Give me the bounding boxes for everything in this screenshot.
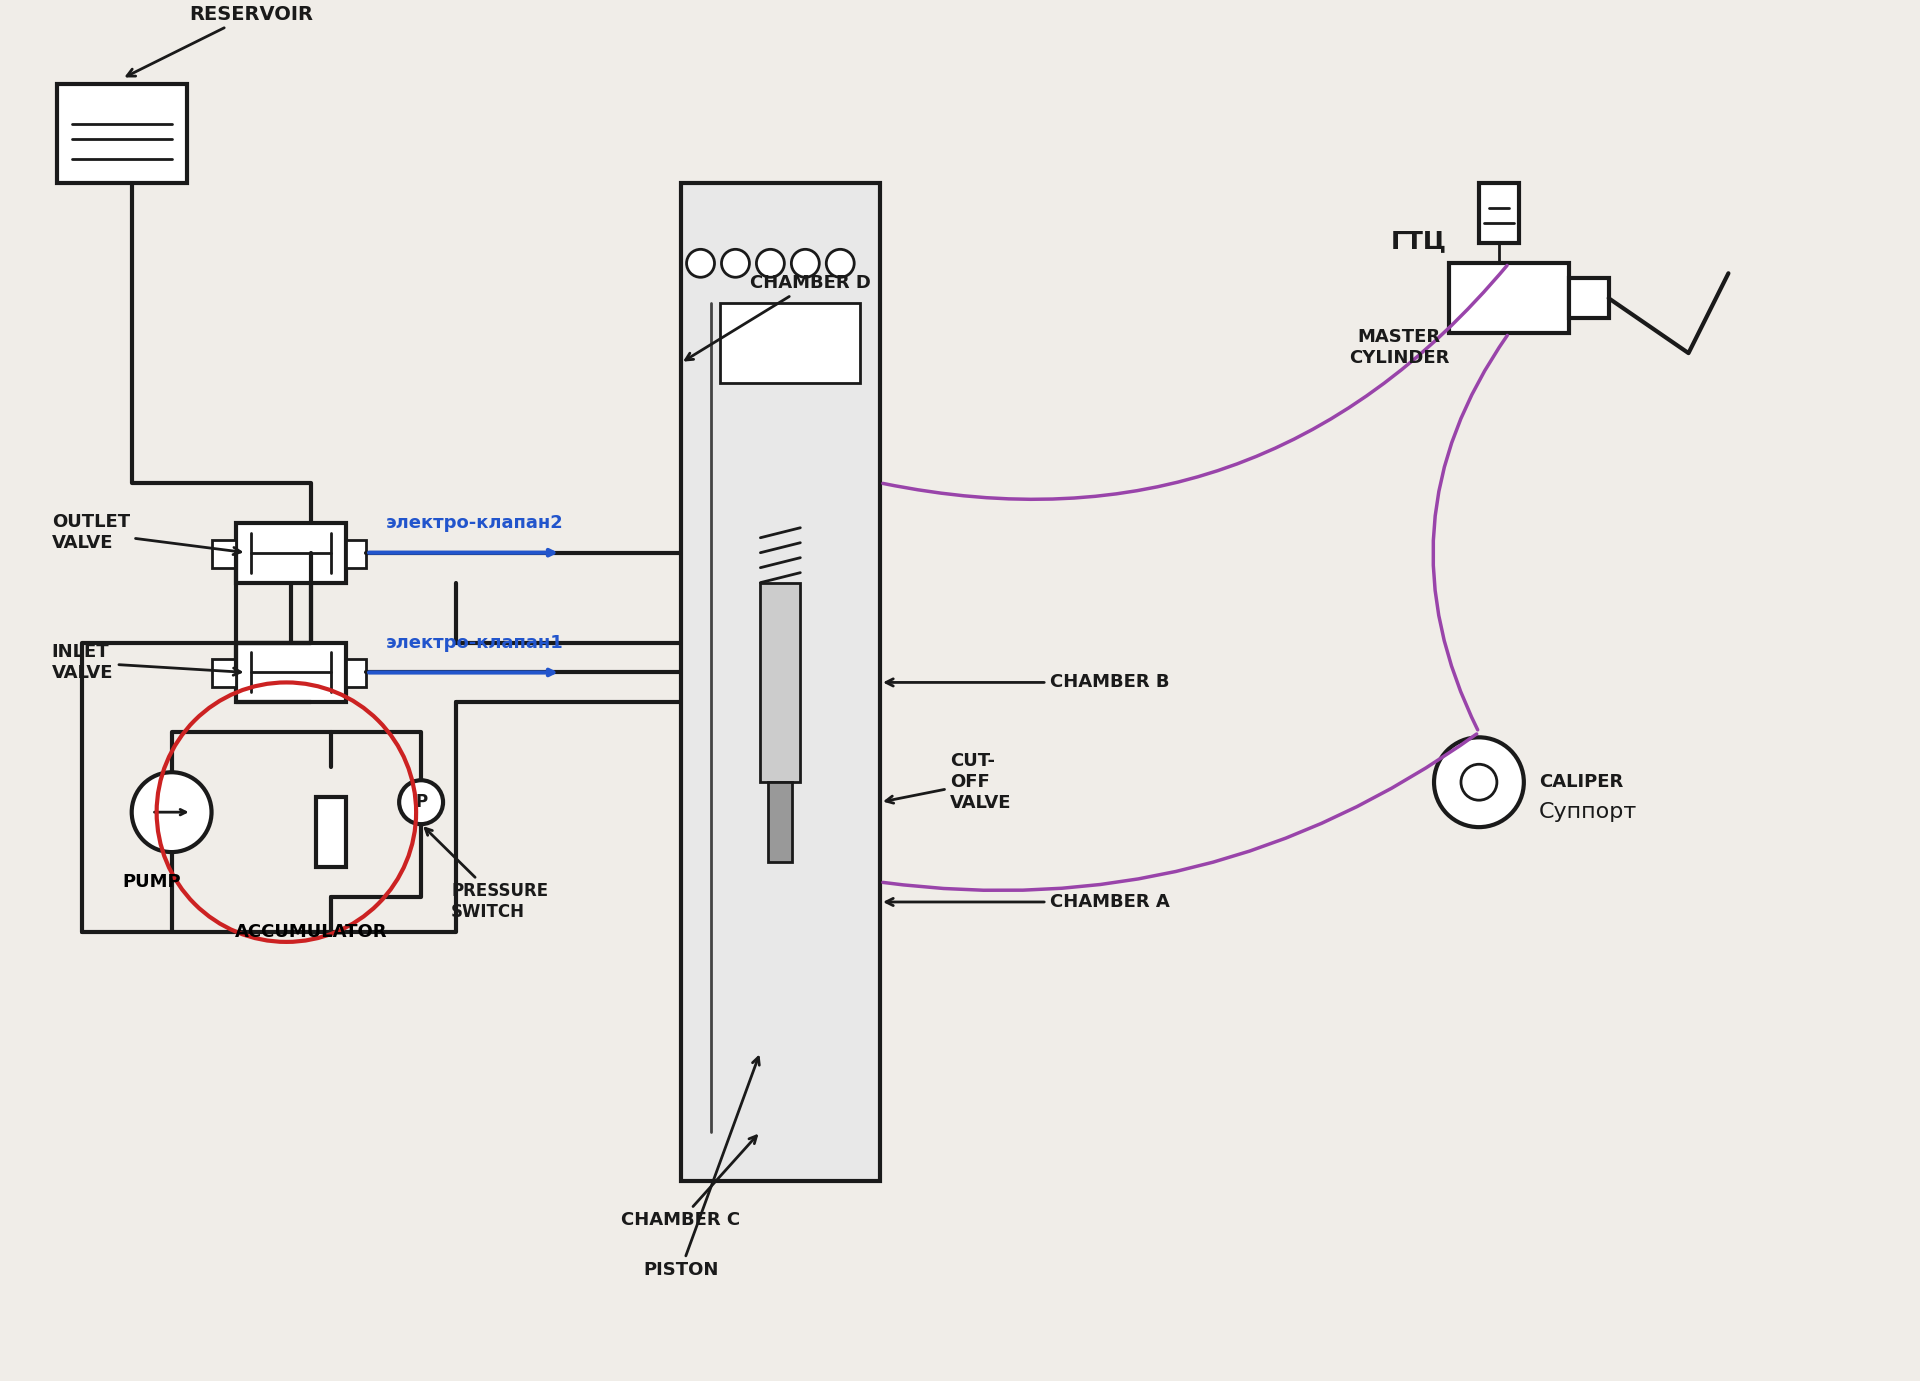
Text: CALIPER: CALIPER	[1538, 773, 1622, 791]
Circle shape	[722, 250, 749, 278]
Text: CHAMBER D: CHAMBER D	[685, 275, 872, 360]
Bar	[1478, 184, 1519, 243]
Bar	[346, 540, 367, 568]
Circle shape	[756, 250, 785, 278]
Text: PUMP: PUMP	[123, 873, 180, 891]
Bar	[720, 304, 860, 383]
Text: ACCUMULATOR: ACCUMULATOR	[234, 923, 388, 940]
Text: ГТЦ: ГТЦ	[1392, 229, 1448, 253]
Circle shape	[1434, 737, 1524, 827]
Text: электро-клапан2: электро-клапан2	[386, 514, 564, 532]
Bar	[58, 84, 186, 184]
Text: INLET
VALVE: INLET VALVE	[52, 644, 240, 682]
Text: P: P	[415, 793, 426, 811]
Text: CHAMBER C: CHAMBER C	[620, 1137, 756, 1229]
Text: CUT-
OFF
VALVE: CUT- OFF VALVE	[885, 753, 1012, 812]
Bar	[680, 184, 879, 1181]
Text: Суппорт: Суппорт	[1538, 802, 1638, 822]
Text: электро-клапан1: электро-клапан1	[386, 634, 564, 652]
Text: MASTER
CYLINDER: MASTER CYLINDER	[1350, 329, 1450, 367]
Text: PISTON: PISTON	[643, 1058, 758, 1279]
Bar	[317, 797, 346, 867]
Circle shape	[687, 250, 714, 278]
Bar	[768, 782, 793, 862]
Circle shape	[399, 780, 444, 824]
Bar	[346, 660, 367, 688]
Bar	[236, 523, 346, 583]
Text: OUTLET
VALVE: OUTLET VALVE	[52, 514, 240, 555]
Text: CHAMBER A: CHAMBER A	[885, 894, 1169, 911]
Text: PRESSURE
SWITCH: PRESSURE SWITCH	[426, 829, 549, 921]
Bar	[236, 642, 346, 703]
Circle shape	[826, 250, 854, 278]
Bar	[760, 583, 801, 782]
Text: RESERVOIR: RESERVOIR	[127, 4, 313, 76]
Bar	[211, 660, 236, 688]
Bar	[1569, 278, 1609, 318]
Circle shape	[791, 250, 820, 278]
Circle shape	[132, 772, 211, 852]
Bar	[211, 540, 236, 568]
Circle shape	[1461, 764, 1498, 800]
Bar	[1450, 264, 1569, 333]
Text: CHAMBER B: CHAMBER B	[885, 674, 1169, 692]
